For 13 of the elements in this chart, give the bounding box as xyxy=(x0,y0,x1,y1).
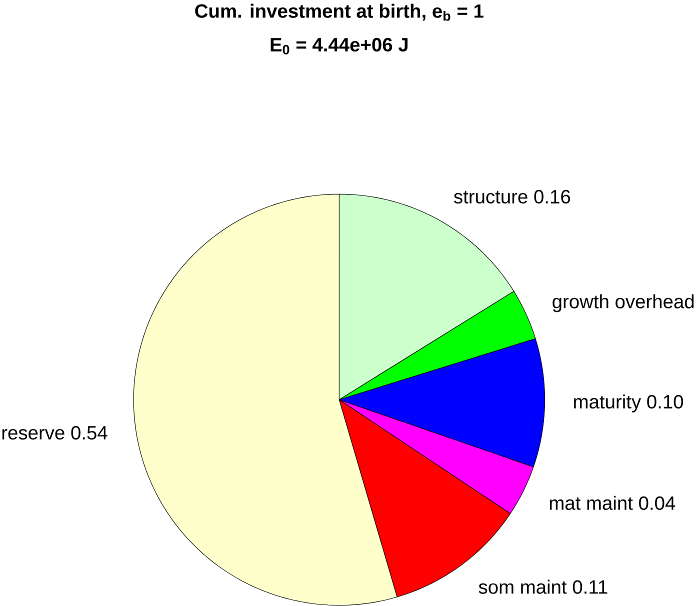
slice-label: som maint xyxy=(478,580,567,594)
data-label: 0.11 xyxy=(572,580,608,594)
chart-title: Cum. investment at birth, e$_{b}$ = 1 xyxy=(195,4,484,22)
slice-label: growth overhead xyxy=(552,294,694,312)
slice-label: mat maint xyxy=(550,496,633,510)
slice-label: structure xyxy=(454,191,528,204)
data-label: 0.54 xyxy=(71,426,108,440)
data-label: 0.10 xyxy=(647,395,684,409)
data-label: 0.16 xyxy=(534,190,570,204)
data-label: 0.04 xyxy=(639,496,676,510)
slice-label: maturity xyxy=(574,394,642,413)
slice-label: reserve xyxy=(2,429,64,440)
chart-subtitle: E$_{0}$ = 4.44e+06 J xyxy=(270,38,408,55)
